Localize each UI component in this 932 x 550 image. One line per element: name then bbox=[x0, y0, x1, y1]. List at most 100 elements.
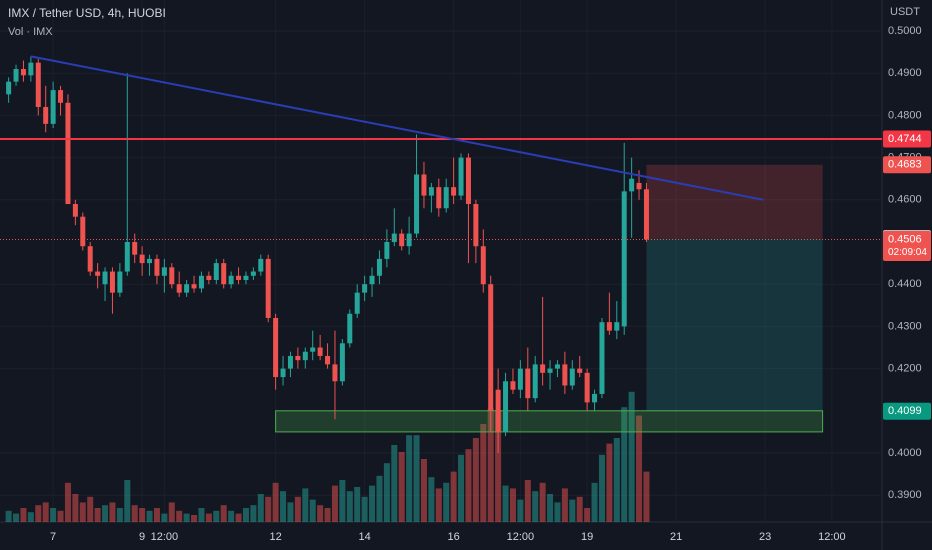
volume-bar bbox=[27, 512, 34, 522]
candle-body bbox=[43, 106, 49, 124]
volume-bar bbox=[124, 480, 131, 522]
volume-bar bbox=[554, 502, 561, 522]
candle-body bbox=[236, 275, 242, 280]
x-tick-label: 16 bbox=[448, 531, 460, 543]
y-tick-label: 0.4800 bbox=[888, 109, 922, 121]
volume-bar bbox=[643, 471, 650, 522]
x-tick-label: 21 bbox=[670, 531, 682, 543]
volume-bar bbox=[428, 477, 435, 522]
x-tick-label: 7 bbox=[50, 531, 56, 543]
volume-bar bbox=[287, 502, 294, 522]
candle-body bbox=[621, 191, 627, 327]
volume-bar bbox=[168, 502, 175, 522]
candle-body bbox=[206, 275, 212, 280]
y-tick-label: 0.4400 bbox=[888, 278, 922, 290]
volume-bar bbox=[331, 485, 338, 522]
price-tag bbox=[883, 130, 931, 148]
candle-body bbox=[20, 68, 26, 76]
candle-body bbox=[339, 343, 345, 382]
candle-body bbox=[221, 263, 227, 285]
volume-bar bbox=[346, 491, 353, 522]
volume-bar bbox=[198, 508, 205, 522]
candle-body bbox=[376, 258, 382, 276]
x-tick-label: 12:00 bbox=[818, 531, 846, 543]
candle-body bbox=[198, 275, 204, 289]
volume-bar bbox=[317, 505, 324, 522]
candle-body bbox=[562, 364, 568, 386]
stop-area bbox=[646, 164, 823, 239]
volume-bar bbox=[398, 452, 405, 522]
candle-body bbox=[147, 258, 153, 264]
volume-bar bbox=[191, 515, 198, 522]
volume-bar bbox=[205, 513, 212, 522]
candle-body bbox=[525, 368, 531, 399]
candle-body bbox=[72, 204, 78, 217]
candle-body bbox=[124, 242, 130, 272]
price-tag-label: 0.4506 bbox=[888, 233, 922, 245]
volume-bar bbox=[369, 485, 376, 522]
volume-bar bbox=[606, 443, 613, 522]
candle-body bbox=[109, 271, 115, 293]
volume-bar bbox=[131, 505, 138, 522]
candle-body bbox=[332, 364, 338, 382]
candle-body bbox=[102, 271, 108, 285]
candle-body bbox=[13, 68, 19, 82]
candle-body bbox=[384, 242, 390, 259]
x-tick-label: 12:00 bbox=[151, 531, 179, 543]
volume-bar bbox=[458, 454, 465, 522]
candle-body bbox=[495, 389, 501, 432]
candle-body bbox=[510, 381, 516, 390]
volume-bar bbox=[361, 496, 368, 522]
volume-bar bbox=[183, 513, 190, 522]
candle-body bbox=[161, 267, 167, 276]
candle-body bbox=[228, 275, 234, 285]
volume-bar bbox=[213, 510, 220, 522]
candle-body bbox=[287, 355, 293, 369]
volume-bar bbox=[272, 482, 279, 522]
candle-body bbox=[406, 233, 412, 247]
volume-bar bbox=[480, 424, 487, 522]
volume-bar bbox=[539, 482, 546, 522]
volume-bar bbox=[87, 496, 94, 522]
plot bbox=[0, 55, 882, 522]
volume-bar bbox=[413, 435, 420, 522]
candle-body bbox=[184, 284, 190, 293]
candle-body bbox=[191, 284, 197, 289]
volume-bar bbox=[509, 488, 516, 522]
candle-body bbox=[592, 393, 598, 403]
x-tick-label: 12:00 bbox=[507, 531, 535, 543]
volume-bar bbox=[613, 438, 620, 522]
volume-bar bbox=[598, 454, 605, 522]
candle-body bbox=[643, 189, 649, 240]
price-tag bbox=[883, 156, 931, 174]
volume-bar bbox=[391, 445, 398, 522]
volume-bar bbox=[532, 491, 539, 522]
candle-body bbox=[6, 81, 12, 95]
volume-bar bbox=[94, 508, 101, 522]
candle-body bbox=[265, 258, 271, 318]
volume-bar bbox=[64, 482, 71, 522]
volume-bar bbox=[324, 508, 331, 522]
volume-bar bbox=[72, 494, 79, 522]
price-tag bbox=[883, 230, 931, 261]
volume-bar bbox=[242, 508, 249, 522]
candle-body bbox=[443, 187, 449, 209]
candle-body bbox=[540, 364, 546, 373]
candle-body bbox=[577, 368, 583, 373]
volume-bar bbox=[102, 505, 109, 522]
volume-bar bbox=[636, 415, 643, 522]
candle-body bbox=[87, 246, 93, 272]
volume-bar bbox=[584, 508, 591, 522]
axis-unit: USDT bbox=[890, 6, 920, 18]
volume-bar bbox=[146, 510, 153, 522]
x-tick-label: 19 bbox=[581, 531, 593, 543]
x-tick-label: 14 bbox=[359, 531, 371, 543]
volume-bar bbox=[450, 471, 457, 522]
volume-bar bbox=[376, 475, 383, 522]
candle-body bbox=[532, 364, 538, 399]
volume-bar bbox=[569, 499, 576, 522]
volume-bar bbox=[116, 508, 123, 522]
volume-bar bbox=[443, 482, 450, 522]
